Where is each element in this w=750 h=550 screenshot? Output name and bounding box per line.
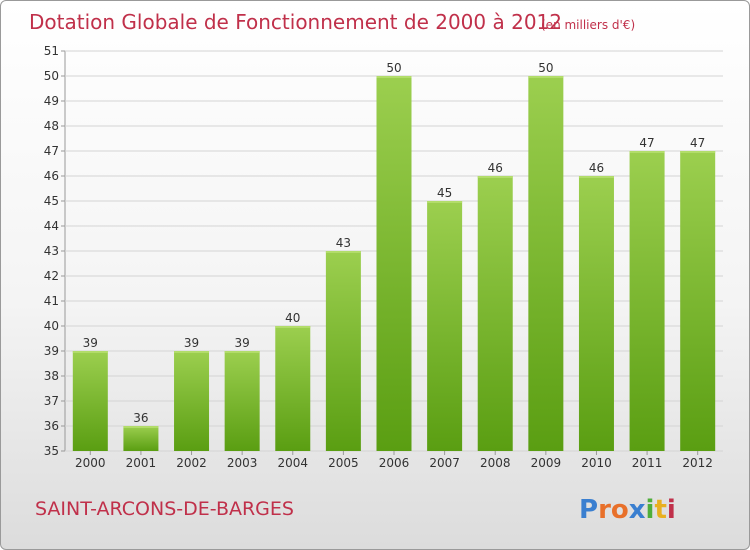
bars xyxy=(72,76,716,451)
x-tick-label: 2006 xyxy=(379,456,410,470)
bar-highlight xyxy=(629,151,665,153)
bar-2002 xyxy=(174,351,210,451)
bar-2007 xyxy=(427,201,463,451)
y-tick-label: 51 xyxy=(44,44,59,58)
bar-highlight xyxy=(528,76,564,78)
bar-2011 xyxy=(629,151,665,451)
x-tick-label: 2011 xyxy=(632,456,663,470)
bar-2003 xyxy=(224,351,260,451)
bar-value-label: 43 xyxy=(336,236,351,250)
y-tick-label: 43 xyxy=(44,244,59,258)
bar-highlight xyxy=(477,176,513,178)
bar-highlight xyxy=(123,426,159,428)
bar-value-label: 39 xyxy=(235,336,250,350)
y-tick-label: 46 xyxy=(44,169,59,183)
y-tick-label: 39 xyxy=(44,344,59,358)
chart-title: Dotation Globale de Fonctionnement de 20… xyxy=(29,10,562,34)
bar-highlight xyxy=(174,351,210,353)
commune-name: SAINT-ARCONS-DE-BARGES xyxy=(35,498,294,520)
x-tick-label: 2003 xyxy=(227,456,258,470)
bar-value-label: 50 xyxy=(538,61,553,75)
y-tick-label: 41 xyxy=(44,294,59,308)
bar-value-label: 36 xyxy=(133,411,148,425)
y-tick-label: 37 xyxy=(44,394,59,408)
x-axis: 2000 2001 2002 2003 2004 2005 2006 2007 2008 2009… xyxy=(75,451,713,470)
x-tick-label: 2000 xyxy=(75,456,106,470)
x-tick-label: 2008 xyxy=(480,456,511,470)
y-tick-label: 44 xyxy=(44,219,59,233)
y-tick-label: 36 xyxy=(44,419,59,433)
x-tick-label: 2012 xyxy=(682,456,713,470)
bar-value-label: 39 xyxy=(83,336,98,350)
bar-highlight xyxy=(578,176,614,178)
bar-value-label: 45 xyxy=(437,186,452,200)
x-tick-label: 2005 xyxy=(328,456,359,470)
bar-labels: 39 36 39 39 40 43 50 45 46 50 46 47 47 xyxy=(83,61,706,425)
y-tick-label: 42 xyxy=(44,269,59,283)
bar-2006 xyxy=(376,76,412,451)
bar-highlight xyxy=(224,351,260,353)
y-tick-label: 40 xyxy=(44,319,59,333)
bar-2010 xyxy=(578,176,614,451)
y-tick-label: 49 xyxy=(44,94,59,108)
bar-2005 xyxy=(325,251,361,451)
y-tick-label: 47 xyxy=(44,144,59,158)
bar-value-label: 46 xyxy=(589,161,604,175)
proxiti-logo: Proxiti xyxy=(579,495,676,525)
bar-2009 xyxy=(528,76,564,451)
bar-2012 xyxy=(680,151,716,451)
bar-2008 xyxy=(477,176,513,451)
bar-value-label: 50 xyxy=(386,61,401,75)
bar-value-label: 46 xyxy=(488,161,503,175)
y-tick-label: 45 xyxy=(44,194,59,208)
y-tick-label: 38 xyxy=(44,369,59,383)
chart-unit: (en milliers d'€) xyxy=(541,18,635,32)
x-tick-label: 2002 xyxy=(176,456,207,470)
bar-value-label: 39 xyxy=(184,336,199,350)
y-tick-label: 35 xyxy=(44,444,59,458)
bar-highlight xyxy=(376,76,412,78)
bar-value-label: 47 xyxy=(639,136,654,150)
bar-2004 xyxy=(275,326,311,451)
bar-highlight xyxy=(680,151,716,153)
bar-2001 xyxy=(123,426,159,451)
y-tick-label: 48 xyxy=(44,119,59,133)
y-tick-label: 50 xyxy=(44,69,59,83)
y-axis: 35 36 37 38 39 40 41 42 43 44 45 46 47 48 49 50 51 xyxy=(44,44,65,458)
bar-2000 xyxy=(72,351,108,451)
x-tick-label: 2009 xyxy=(531,456,562,470)
bar-highlight xyxy=(325,251,361,253)
bar-value-label: 47 xyxy=(690,136,705,150)
x-tick-label: 2004 xyxy=(277,456,308,470)
bar-highlight xyxy=(275,326,311,328)
x-tick-label: 2007 xyxy=(429,456,460,470)
x-tick-label: 2001 xyxy=(126,456,157,470)
bar-highlight xyxy=(427,201,463,203)
x-tick-label: 2010 xyxy=(581,456,612,470)
bar-highlight xyxy=(72,351,108,353)
bar-value-label: 40 xyxy=(285,311,300,325)
